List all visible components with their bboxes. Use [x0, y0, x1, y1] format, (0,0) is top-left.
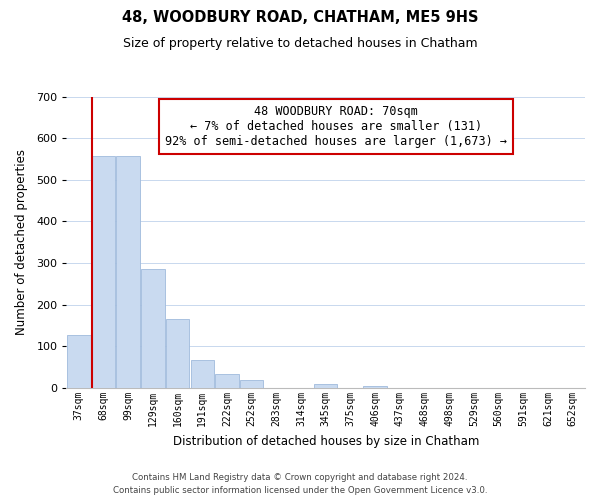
- Bar: [141, 270, 164, 388]
- Bar: [314, 384, 337, 388]
- Y-axis label: Number of detached properties: Number of detached properties: [15, 150, 28, 336]
- Text: 48 WOODBURY ROAD: 70sqm
← 7% of detached houses are smaller (131)
92% of semi-de: 48 WOODBURY ROAD: 70sqm ← 7% of detached…: [165, 105, 507, 148]
- Text: Size of property relative to detached houses in Chatham: Size of property relative to detached ho…: [122, 38, 478, 51]
- Bar: [116, 156, 140, 388]
- Bar: [364, 386, 387, 388]
- Bar: [92, 156, 115, 388]
- Bar: [240, 380, 263, 388]
- Text: Contains HM Land Registry data © Crown copyright and database right 2024.
Contai: Contains HM Land Registry data © Crown c…: [113, 473, 487, 495]
- Bar: [215, 374, 239, 388]
- X-axis label: Distribution of detached houses by size in Chatham: Distribution of detached houses by size …: [173, 434, 479, 448]
- Bar: [166, 320, 190, 388]
- Text: 48, WOODBURY ROAD, CHATHAM, ME5 9HS: 48, WOODBURY ROAD, CHATHAM, ME5 9HS: [122, 10, 478, 25]
- Bar: [191, 360, 214, 388]
- Bar: [67, 335, 91, 388]
